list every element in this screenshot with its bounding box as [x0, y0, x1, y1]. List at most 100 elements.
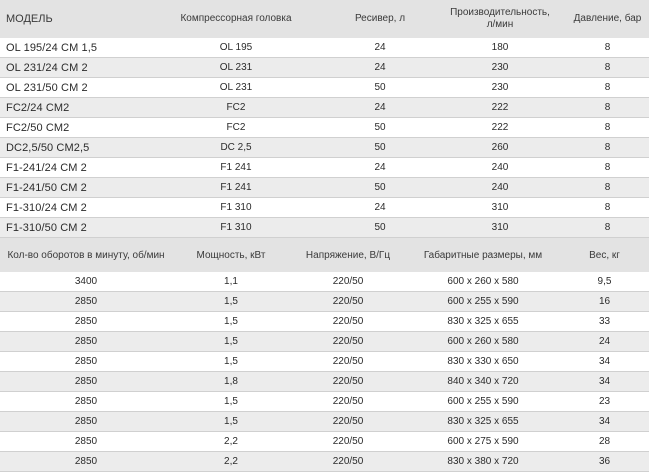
models-table-header: МОДЕЛЬ Компрессорная головка Ресивер, л … [0, 0, 649, 38]
cell-dimensions: 830 x 325 x 655 [406, 311, 560, 332]
cell-model: F1-310/24 CM 2 [0, 197, 146, 218]
cell-pressure: 8 [566, 97, 649, 118]
cell-voltage: 220/50 [290, 411, 406, 432]
cell-weight: 24 [560, 331, 649, 352]
cell-rpm: 2850 [0, 391, 172, 412]
cell-pressure: 8 [566, 197, 649, 218]
models-table: МОДЕЛЬ Компрессорная головка Ресивер, л … [0, 0, 649, 238]
table-row: F1-310/24 CM 2 F1 310 24 310 8 [0, 197, 649, 218]
cell-model: FC2/50 CM2 [0, 117, 146, 138]
cell-voltage: 220/50 [290, 311, 406, 332]
cell-pressure: 8 [566, 38, 649, 58]
cell-performance: 222 [434, 117, 566, 138]
header-receiver: Ресивер, л [326, 0, 434, 38]
cell-receiver: 50 [326, 137, 434, 158]
cell-power: 2,2 [172, 431, 290, 452]
cell-dimensions: 830 x 330 x 650 [406, 351, 560, 372]
cell-weight: 23 [560, 391, 649, 412]
cell-dimensions: 600 x 275 x 590 [406, 431, 560, 452]
cell-compressor-head: OL 231 [146, 77, 326, 98]
cell-pressure: 8 [566, 137, 649, 158]
cell-model: OL 231/50 CM 2 [0, 77, 146, 98]
cell-dimensions: 600 x 260 x 580 [406, 272, 560, 292]
cell-power: 2,2 [172, 451, 290, 472]
cell-dimensions: 600 x 255 x 590 [406, 391, 560, 412]
table-row: 2850 1,5 220/50 600 x 260 x 580 24 [0, 331, 649, 352]
cell-pressure: 8 [566, 157, 649, 178]
cell-model: F1-241/24 CM 2 [0, 157, 146, 178]
specs-table-header: Кол-во оборотов в минуту, об/мин Мощност… [0, 238, 649, 272]
table-row: OL 231/50 CM 2 OL 231 50 230 8 [0, 77, 649, 98]
cell-dimensions: 830 x 325 x 655 [406, 411, 560, 432]
cell-weight: 34 [560, 371, 649, 392]
cell-dimensions: 600 x 255 x 590 [406, 291, 560, 312]
table-row: OL 231/24 CM 2 OL 231 24 230 8 [0, 57, 649, 78]
cell-rpm: 2850 [0, 371, 172, 392]
cell-weight: 34 [560, 351, 649, 372]
cell-compressor-head: FC2 [146, 117, 326, 138]
cell-rpm: 3400 [0, 272, 172, 292]
cell-voltage: 220/50 [290, 431, 406, 452]
cell-voltage: 220/50 [290, 371, 406, 392]
cell-receiver: 24 [326, 157, 434, 178]
cell-performance: 230 [434, 77, 566, 98]
table-row: 2850 2,2 220/50 600 x 275 x 590 28 [0, 431, 649, 452]
header-voltage: Напряжение, В/Гц [290, 238, 406, 272]
cell-model: OL 195/24 CM 1,5 [0, 38, 146, 58]
header-rpm: Кол-во оборотов в минуту, об/мин [0, 238, 172, 272]
cell-weight: 9,5 [560, 272, 649, 292]
header-performance: Производительность, л/мин [434, 0, 566, 38]
cell-model: DC2,5/50 CM2,5 [0, 137, 146, 158]
cell-compressor-head: F1 310 [146, 217, 326, 238]
cell-receiver: 50 [326, 217, 434, 238]
cell-weight: 36 [560, 451, 649, 472]
header-performance-line2: л/мин [486, 19, 514, 30]
cell-rpm: 2850 [0, 291, 172, 312]
cell-compressor-head: FC2 [146, 97, 326, 118]
header-pressure: Давление, бар [566, 0, 649, 38]
table-row: 2850 1,5 220/50 600 x 255 x 590 16 [0, 291, 649, 312]
cell-rpm: 2850 [0, 351, 172, 372]
table-row: FC2/50 CM2 FC2 50 222 8 [0, 117, 649, 138]
table-row: 2850 2,2 220/50 830 x 380 x 720 36 [0, 451, 649, 472]
cell-performance: 260 [434, 137, 566, 158]
specs-table: Кол-во оборотов в минуту, об/мин Мощност… [0, 238, 649, 472]
cell-receiver: 24 [326, 38, 434, 58]
cell-voltage: 220/50 [290, 331, 406, 352]
table-row: DC2,5/50 CM2,5 DC 2,5 50 260 8 [0, 137, 649, 158]
cell-performance: 230 [434, 57, 566, 78]
cell-weight: 34 [560, 411, 649, 432]
cell-rpm: 2850 [0, 411, 172, 432]
cell-voltage: 220/50 [290, 291, 406, 312]
cell-power: 1,5 [172, 331, 290, 352]
table-row: F1-241/50 CM 2 F1 241 50 240 8 [0, 177, 649, 198]
cell-model: F1-241/50 CM 2 [0, 177, 146, 198]
table-row: FC2/24 CM2 FC2 24 222 8 [0, 97, 649, 118]
cell-pressure: 8 [566, 177, 649, 198]
table-row: 2850 1,5 220/50 830 x 325 x 655 34 [0, 411, 649, 432]
cell-performance: 180 [434, 38, 566, 58]
cell-power: 1,8 [172, 371, 290, 392]
cell-power: 1,5 [172, 291, 290, 312]
cell-pressure: 8 [566, 117, 649, 138]
cell-rpm: 2850 [0, 431, 172, 452]
header-compressor-head: Компрессорная головка [146, 0, 326, 38]
cell-weight: 28 [560, 431, 649, 452]
cell-pressure: 8 [566, 77, 649, 98]
cell-rpm: 2850 [0, 311, 172, 332]
table-row: F1-310/50 CM 2 F1 310 50 310 8 [0, 217, 649, 238]
cell-weight: 16 [560, 291, 649, 312]
cell-compressor-head: F1 241 [146, 177, 326, 198]
header-power: Мощность, кВт [172, 238, 290, 272]
cell-compressor-head: F1 241 [146, 157, 326, 178]
table-row: 2850 1,8 220/50 840 x 340 x 720 34 [0, 371, 649, 392]
cell-dimensions: 840 x 340 x 720 [406, 371, 560, 392]
cell-dimensions: 830 x 380 x 720 [406, 451, 560, 472]
cell-performance: 240 [434, 177, 566, 198]
cell-model: FC2/24 CM2 [0, 97, 146, 118]
table-row: OL 195/24 CM 1,5 OL 195 24 180 8 [0, 38, 649, 58]
cell-power: 1,5 [172, 391, 290, 412]
table-row: 2850 1,5 220/50 830 x 325 x 655 33 [0, 311, 649, 332]
cell-rpm: 2850 [0, 451, 172, 472]
